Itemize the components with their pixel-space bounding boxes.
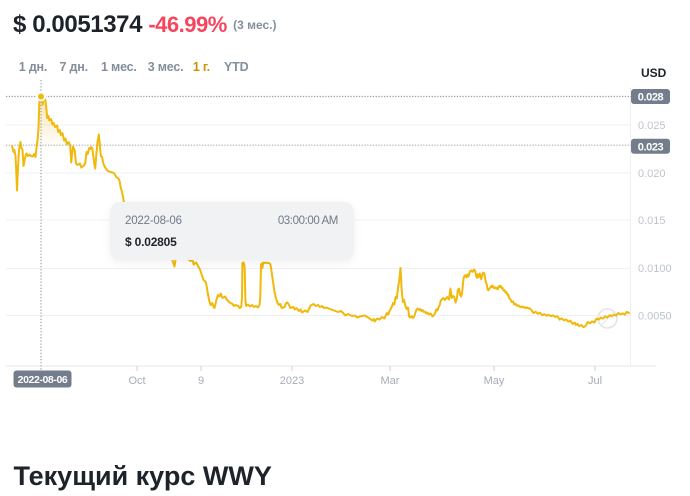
svg-text:0.015: 0.015 [638,215,666,227]
svg-text:May: May [484,375,505,387]
svg-text:0.025: 0.025 [638,120,666,132]
svg-text:2022-08-06: 2022-08-06 [18,374,68,386]
svg-text:Mar: Mar [381,375,400,387]
svg-text:0.023: 0.023 [638,141,664,153]
svg-text:Jul: Jul [588,375,602,387]
svg-text:0.020: 0.020 [638,168,666,180]
svg-text:0.0050: 0.0050 [638,311,672,323]
svg-text:0.028: 0.028 [638,91,664,103]
svg-text:2023: 2023 [280,375,304,387]
svg-text:Oct: Oct [128,375,145,387]
svg-text:0.0100: 0.0100 [638,263,672,275]
svg-text:9: 9 [198,375,204,387]
svg-text:USD: USD [641,66,667,80]
